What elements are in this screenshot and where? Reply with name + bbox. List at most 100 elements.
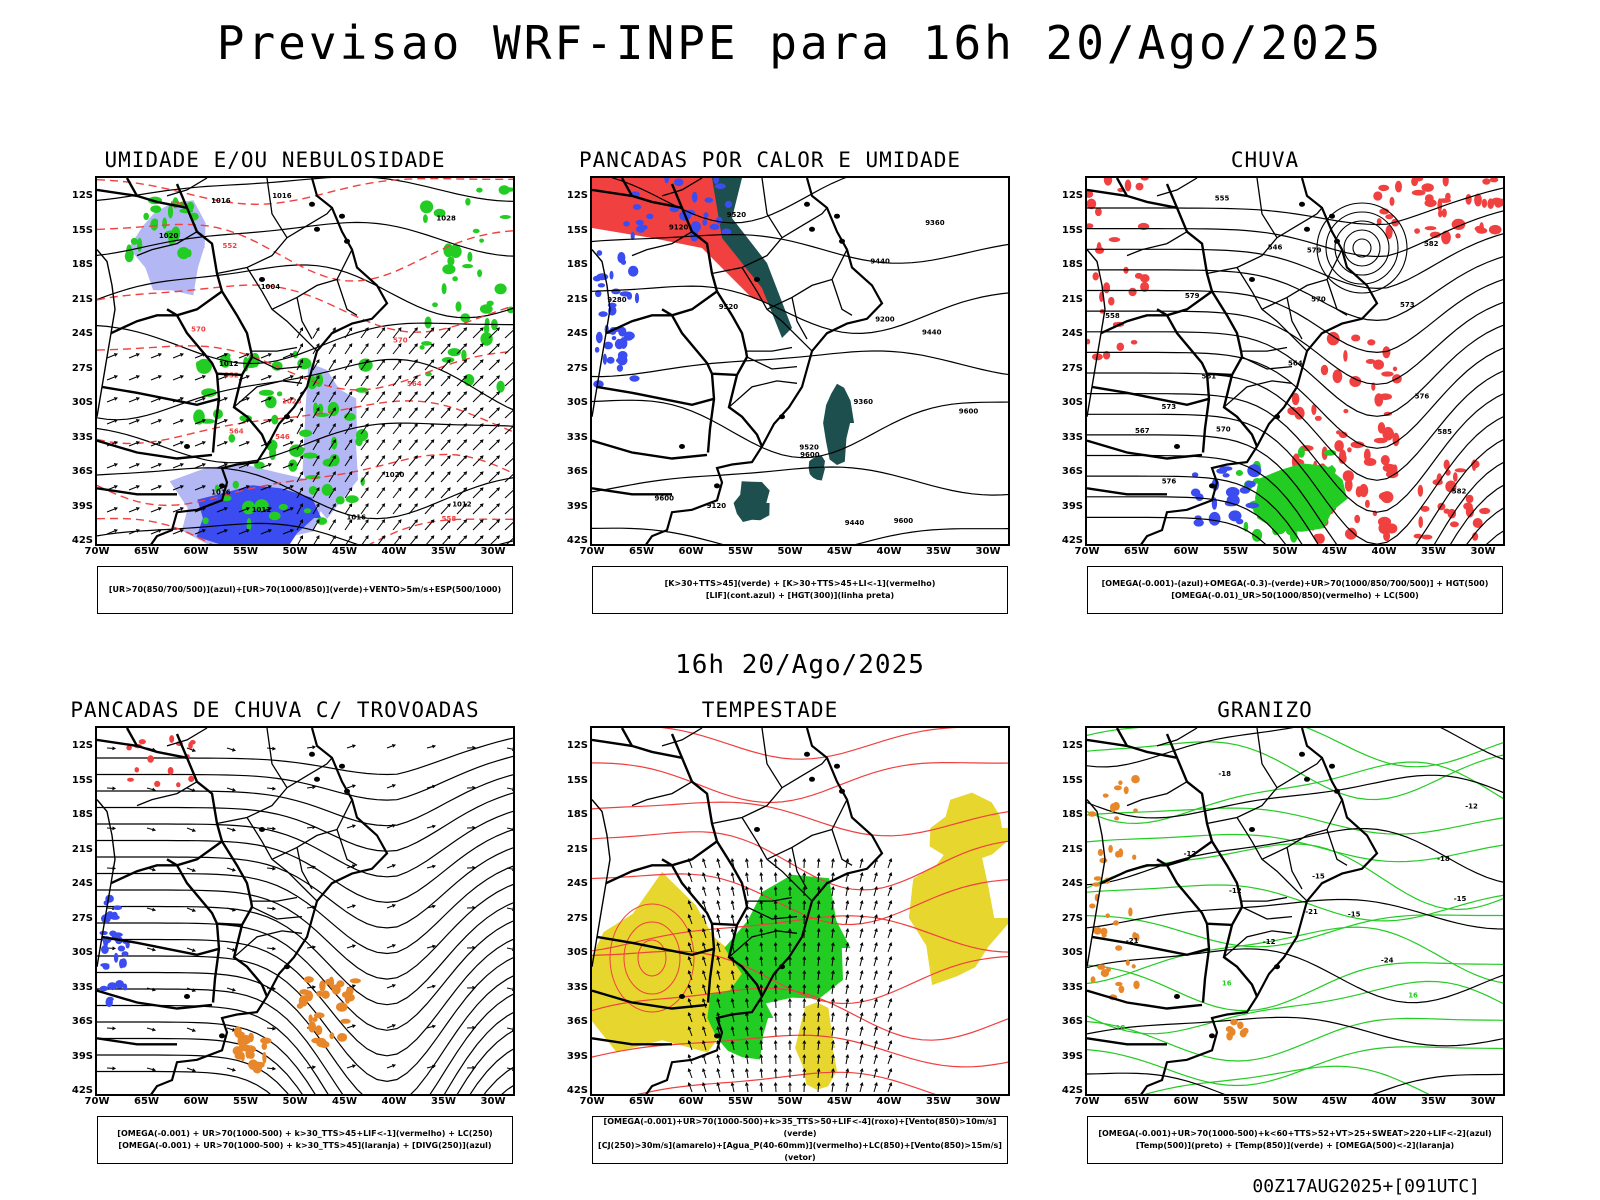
wind-vector — [472, 439, 484, 451]
wind-vector — [456, 327, 467, 339]
panel-title: PANCADAS POR CALOR E UMIDADE — [578, 148, 961, 172]
height-line — [1087, 278, 1503, 354]
rain-red-area — [1108, 237, 1121, 243]
lon-tick-label: 40W — [876, 1096, 902, 1107]
wind-vector — [223, 375, 228, 379]
streamline-arrow — [151, 1027, 157, 1032]
wind-vector — [296, 455, 303, 467]
wind-vector — [817, 1068, 820, 1079]
rain-red-area — [1365, 359, 1376, 364]
country-border — [605, 314, 672, 335]
rain-green-area — [1252, 478, 1262, 484]
lon-tick-label: 45W — [1322, 546, 1347, 557]
rain-red-area — [1382, 426, 1394, 441]
wind-vector — [397, 439, 402, 444]
wind-vector — [365, 327, 369, 332]
lake-marker — [714, 483, 720, 489]
wind-vector — [392, 407, 402, 419]
humidity-green-area — [254, 499, 269, 512]
rain-red-area — [1378, 522, 1390, 534]
country-border — [1115, 728, 1129, 747]
rain-red-area — [1103, 282, 1111, 294]
wind-vector — [296, 375, 303, 387]
rain-red-area — [1411, 189, 1426, 196]
wind-vector — [381, 519, 386, 524]
wind-vector — [496, 535, 501, 540]
thickness-line — [97, 345, 513, 391]
wind-vector — [260, 463, 272, 469]
rain-red-area — [1363, 458, 1377, 466]
rain-red-area — [1429, 231, 1441, 238]
country-border — [596, 385, 715, 407]
streamline-arrow — [272, 826, 277, 831]
height-line — [592, 466, 1008, 496]
wind-vector — [216, 529, 228, 535]
wind-vector — [496, 455, 501, 460]
wind-vector — [408, 455, 418, 467]
wind-vector — [392, 327, 402, 339]
wind-vector — [831, 1082, 834, 1093]
wind-vector — [430, 391, 435, 396]
wind-vector — [223, 353, 228, 357]
rain-red-area — [1413, 533, 1423, 539]
wind-vector — [440, 359, 451, 371]
rain-red-area — [1421, 183, 1434, 192]
wind-vector — [312, 439, 320, 451]
lake-marker — [1249, 827, 1255, 832]
wind-vector — [456, 359, 467, 371]
wind-vector — [296, 487, 303, 499]
wind-vector — [688, 1082, 693, 1093]
wind-vector — [888, 956, 893, 961]
wind-vector — [245, 397, 250, 401]
storm-orange-area — [260, 1037, 272, 1044]
lif-blue-contour — [709, 223, 720, 230]
streamline-arrow — [112, 826, 117, 831]
state-border — [728, 930, 798, 958]
wind-vector — [328, 359, 336, 371]
humidity-green-area — [356, 429, 369, 442]
rain-green-area — [1323, 449, 1337, 456]
wind-vector — [316, 327, 320, 332]
storm-orange-area — [261, 1042, 268, 1050]
wind-vector — [201, 485, 206, 489]
country-border — [1115, 178, 1129, 197]
country-border — [1087, 439, 1203, 460]
streamline-arrow — [506, 747, 513, 750]
wind-vector — [512, 520, 513, 522]
humidity-green-area — [303, 508, 312, 514]
lon-tick-label: 45W — [332, 546, 357, 557]
wind-vector — [381, 487, 386, 492]
wind-vector — [831, 1040, 834, 1051]
rain-blue-area — [1245, 502, 1260, 509]
temperature-label: 18 — [1116, 1024, 1126, 1032]
coastline — [1140, 178, 1379, 544]
wind-vector — [859, 955, 864, 961]
storm-orange-area — [303, 976, 314, 983]
streamline-arrow — [186, 1067, 196, 1072]
wind-vector — [299, 343, 303, 347]
streamline-red — [660, 728, 959, 760]
humidity-green-area — [432, 302, 438, 308]
streamline-arrow — [506, 867, 513, 870]
lat-tick-label: 30S — [71, 947, 93, 958]
rain-blue-area — [1225, 487, 1240, 498]
lif-blue-contour — [611, 336, 617, 341]
wind-vector — [716, 927, 721, 933]
rain-red-area — [1389, 196, 1395, 206]
lake-marker — [839, 788, 845, 794]
wind-vector — [430, 487, 435, 492]
wind-vector — [463, 487, 468, 492]
wind-vector — [859, 1025, 864, 1031]
wind-vector — [845, 857, 850, 863]
legend-box: [K>30+TTS>45](verde) + [K>30+TTS>45+LI<-… — [592, 566, 1008, 614]
legend-line: [OMEGA(-0.001) + UR>70(1000-500) + k>30_… — [118, 1141, 492, 1150]
wind-vector — [245, 353, 250, 357]
wind-vector — [328, 343, 336, 355]
wind-vector — [267, 463, 272, 467]
wind-vector — [381, 375, 386, 380]
wind-vector — [260, 353, 272, 359]
wind-vector — [788, 983, 792, 988]
wind-vector — [456, 471, 467, 483]
storm-red-area — [176, 782, 181, 788]
isobar-line — [97, 422, 513, 464]
